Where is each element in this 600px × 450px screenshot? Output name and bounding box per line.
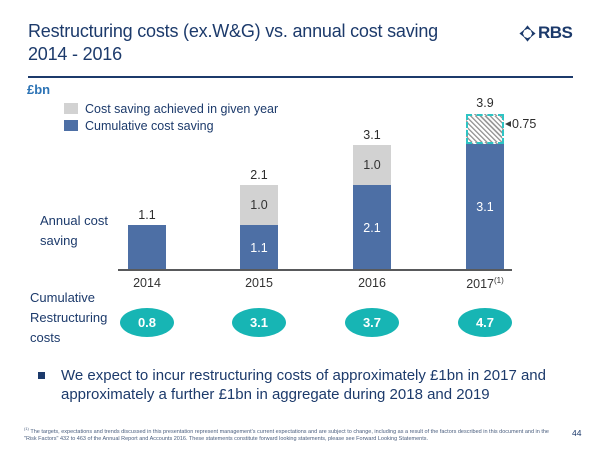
x-label-2016: 2016 [358, 276, 386, 290]
key-message-bullet: We expect to incur restructuring costs o… [38, 366, 568, 404]
hatch-annotation-arrow-icon [505, 121, 511, 127]
bar-2017-blue-segment: 3.1 [466, 144, 504, 270]
rbs-daisy-wheel-icon [519, 24, 536, 42]
page-title-line2: 2014 - 2016 [28, 44, 122, 64]
x-label-2017-footnote-mark: (1) [494, 276, 504, 285]
legend-swatch-gray [64, 103, 78, 114]
x-label-2014: 2014 [133, 276, 161, 290]
bar-total-2016: 3.1 [363, 128, 381, 142]
bar-total-2015: 2.1 [250, 168, 268, 182]
legend-swatch-blue [64, 120, 78, 131]
bar-2016-blue-segment: 2.1 [353, 185, 391, 270]
key-message-text: We expect to incur restructuring costs o… [61, 367, 546, 403]
cumulative-cost-badge-2015: 3.1 [232, 308, 286, 337]
annual-cost-saving-label: Annual cost saving [40, 213, 108, 248]
bar-total-2017: 3.9 [476, 96, 494, 110]
chart-legend: Cost saving achieved in given year Cumul… [64, 100, 278, 134]
bar-2017-hatched-segment [466, 114, 504, 144]
cumulative-cost-badge-2014: 0.8 [120, 308, 174, 337]
footnote-marker: (1) [24, 426, 29, 431]
bar-2014-blue-segment [128, 225, 166, 270]
x-axis-line [118, 269, 512, 271]
title-divider [28, 76, 573, 78]
legend-item-achieved: Cost saving achieved in given year [64, 100, 278, 117]
footnote: (1) The targets, expectations and trends… [24, 425, 562, 443]
legend-item-cumulative: Cumulative cost saving [64, 117, 278, 134]
axis-unit-label: £bn [27, 82, 51, 97]
legend-label-achieved: Cost saving achieved in given year [85, 101, 279, 116]
bullet-square-icon [38, 372, 45, 379]
rbs-logo: RBS [519, 23, 573, 43]
cumulative-cost-badge-2016: 3.7 [345, 308, 399, 337]
bar-2015-gray-segment: 1.0 [240, 185, 278, 225]
page-title: Restructuring costs (ex.W&G) vs. annual … [28, 20, 438, 66]
page-number: 44 [572, 428, 582, 438]
rbs-logo-text: RBS [538, 23, 573, 42]
bar-total-2014: 1.1 [138, 208, 156, 222]
x-label-2015: 2015 [245, 276, 273, 290]
bar-2016-gray-segment: 1.0 [353, 145, 391, 185]
cumulative-cost-badge-2017: 4.7 [458, 308, 512, 337]
hatch-annotation-value: 0.75 [512, 117, 537, 131]
x-label-2017: 2017(1) [466, 276, 504, 292]
page-title-line1: Restructuring costs (ex.W&G) vs. annual … [28, 21, 438, 41]
bar-2015-blue-segment: 1.1 [240, 225, 278, 270]
legend-label-cumulative: Cumulative cost saving [85, 118, 214, 133]
cumulative-restructuring-costs-label: Cumulative Restructuring costs [30, 290, 108, 345]
footnote-text: The targets, expectations and trends dis… [24, 428, 549, 442]
